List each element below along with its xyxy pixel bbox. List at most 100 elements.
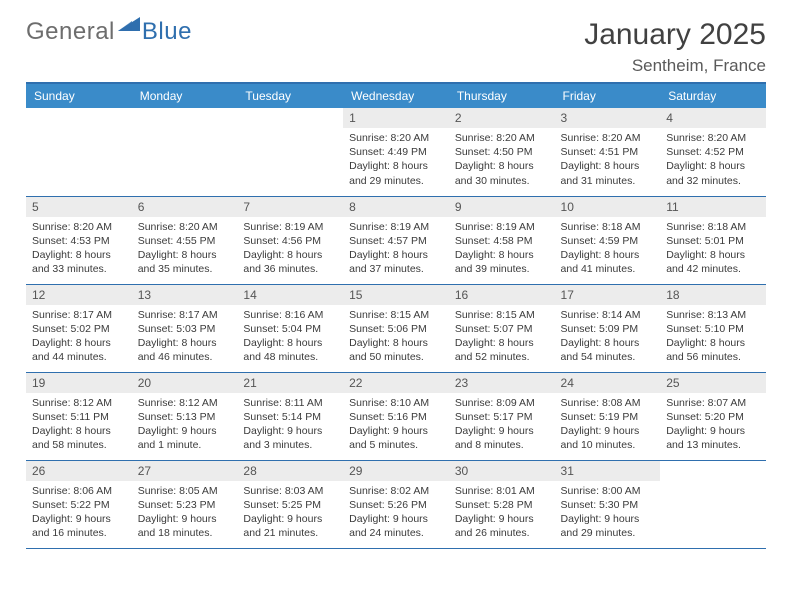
calendar-cell: 26Sunrise: 8:06 AMSunset: 5:22 PMDayligh… xyxy=(26,460,132,548)
day-header: Tuesday xyxy=(237,84,343,108)
day-info: Sunrise: 8:20 AMSunset: 4:52 PMDaylight:… xyxy=(660,128,766,192)
calendar-week: 19Sunrise: 8:12 AMSunset: 5:11 PMDayligh… xyxy=(26,372,766,460)
day-number: 4 xyxy=(660,108,766,128)
calendar-cell: 12Sunrise: 8:17 AMSunset: 5:02 PMDayligh… xyxy=(26,284,132,372)
day-number: 8 xyxy=(343,197,449,217)
day-info: Sunrise: 8:02 AMSunset: 5:26 PMDaylight:… xyxy=(343,481,449,545)
calendar-cell: 18Sunrise: 8:13 AMSunset: 5:10 PMDayligh… xyxy=(660,284,766,372)
calendar-week: 26Sunrise: 8:06 AMSunset: 5:22 PMDayligh… xyxy=(26,460,766,548)
calendar-cell: .. xyxy=(26,108,132,196)
day-info: Sunrise: 8:07 AMSunset: 5:20 PMDaylight:… xyxy=(660,393,766,457)
day-number: 27 xyxy=(132,461,238,481)
calendar-cell: 25Sunrise: 8:07 AMSunset: 5:20 PMDayligh… xyxy=(660,372,766,460)
day-number: 9 xyxy=(449,197,555,217)
day-number: 17 xyxy=(555,285,661,305)
page-title: January 2025 xyxy=(584,18,766,52)
day-info: Sunrise: 8:10 AMSunset: 5:16 PMDaylight:… xyxy=(343,393,449,457)
day-info: Sunrise: 8:12 AMSunset: 5:11 PMDaylight:… xyxy=(26,393,132,457)
calendar-week: 12Sunrise: 8:17 AMSunset: 5:02 PMDayligh… xyxy=(26,284,766,372)
calendar-cell: 1Sunrise: 8:20 AMSunset: 4:49 PMDaylight… xyxy=(343,108,449,196)
day-info: Sunrise: 8:17 AMSunset: 5:02 PMDaylight:… xyxy=(26,305,132,369)
day-info: Sunrise: 8:09 AMSunset: 5:17 PMDaylight:… xyxy=(449,393,555,457)
logo-text-2: Blue xyxy=(142,18,192,46)
calendar-cell: 6Sunrise: 8:20 AMSunset: 4:55 PMDaylight… xyxy=(132,196,238,284)
day-info: Sunrise: 8:20 AMSunset: 4:55 PMDaylight:… xyxy=(132,217,238,281)
day-info: Sunrise: 8:15 AMSunset: 5:06 PMDaylight:… xyxy=(343,305,449,369)
day-header-row: SundayMondayTuesdayWednesdayThursdayFrid… xyxy=(26,84,766,108)
day-header: Thursday xyxy=(449,84,555,108)
day-info: Sunrise: 8:14 AMSunset: 5:09 PMDaylight:… xyxy=(555,305,661,369)
calendar-cell: 3Sunrise: 8:20 AMSunset: 4:51 PMDaylight… xyxy=(555,108,661,196)
day-number: 14 xyxy=(237,285,343,305)
calendar-cell: 7Sunrise: 8:19 AMSunset: 4:56 PMDaylight… xyxy=(237,196,343,284)
calendar-cell: 21Sunrise: 8:11 AMSunset: 5:14 PMDayligh… xyxy=(237,372,343,460)
calendar-cell: .. xyxy=(660,460,766,548)
day-header: Monday xyxy=(132,84,238,108)
calendar-table: SundayMondayTuesdayWednesdayThursdayFrid… xyxy=(26,84,766,549)
day-number: 28 xyxy=(237,461,343,481)
day-info: Sunrise: 8:13 AMSunset: 5:10 PMDaylight:… xyxy=(660,305,766,369)
calendar-cell: 5Sunrise: 8:20 AMSunset: 4:53 PMDaylight… xyxy=(26,196,132,284)
day-info: Sunrise: 8:06 AMSunset: 5:22 PMDaylight:… xyxy=(26,481,132,545)
calendar-cell: 31Sunrise: 8:00 AMSunset: 5:30 PMDayligh… xyxy=(555,460,661,548)
day-info: Sunrise: 8:11 AMSunset: 5:14 PMDaylight:… xyxy=(237,393,343,457)
day-number: 20 xyxy=(132,373,238,393)
day-info: Sunrise: 8:20 AMSunset: 4:53 PMDaylight:… xyxy=(26,217,132,281)
day-header: Friday xyxy=(555,84,661,108)
calendar-cell: 24Sunrise: 8:08 AMSunset: 5:19 PMDayligh… xyxy=(555,372,661,460)
calendar-cell: 9Sunrise: 8:19 AMSunset: 4:58 PMDaylight… xyxy=(449,196,555,284)
calendar-cell: 28Sunrise: 8:03 AMSunset: 5:25 PMDayligh… xyxy=(237,460,343,548)
day-info: Sunrise: 8:08 AMSunset: 5:19 PMDaylight:… xyxy=(555,393,661,457)
calendar-cell: 29Sunrise: 8:02 AMSunset: 5:26 PMDayligh… xyxy=(343,460,449,548)
calendar-cell: 22Sunrise: 8:10 AMSunset: 5:16 PMDayligh… xyxy=(343,372,449,460)
calendar-week: ......1Sunrise: 8:20 AMSunset: 4:49 PMDa… xyxy=(26,108,766,196)
day-number: 7 xyxy=(237,197,343,217)
calendar-cell: 11Sunrise: 8:18 AMSunset: 5:01 PMDayligh… xyxy=(660,196,766,284)
day-info: Sunrise: 8:00 AMSunset: 5:30 PMDaylight:… xyxy=(555,481,661,545)
day-info: Sunrise: 8:19 AMSunset: 4:58 PMDaylight:… xyxy=(449,217,555,281)
day-number: 18 xyxy=(660,285,766,305)
calendar-cell: 10Sunrise: 8:18 AMSunset: 4:59 PMDayligh… xyxy=(555,196,661,284)
day-number: 23 xyxy=(449,373,555,393)
calendar-cell: 19Sunrise: 8:12 AMSunset: 5:11 PMDayligh… xyxy=(26,372,132,460)
day-info: Sunrise: 8:20 AMSunset: 4:50 PMDaylight:… xyxy=(449,128,555,192)
calendar-cell: 4Sunrise: 8:20 AMSunset: 4:52 PMDaylight… xyxy=(660,108,766,196)
day-info: Sunrise: 8:15 AMSunset: 5:07 PMDaylight:… xyxy=(449,305,555,369)
day-number: 31 xyxy=(555,461,661,481)
day-header: Sunday xyxy=(26,84,132,108)
calendar-cell: 16Sunrise: 8:15 AMSunset: 5:07 PMDayligh… xyxy=(449,284,555,372)
calendar-cell: 27Sunrise: 8:05 AMSunset: 5:23 PMDayligh… xyxy=(132,460,238,548)
logo: General Blue xyxy=(26,18,192,46)
day-number: 26 xyxy=(26,461,132,481)
calendar-body: ......1Sunrise: 8:20 AMSunset: 4:49 PMDa… xyxy=(26,108,766,548)
day-number: 15 xyxy=(343,285,449,305)
calendar-cell: 15Sunrise: 8:15 AMSunset: 5:06 PMDayligh… xyxy=(343,284,449,372)
location: Sentheim, France xyxy=(584,56,766,76)
day-info: Sunrise: 8:20 AMSunset: 4:51 PMDaylight:… xyxy=(555,128,661,192)
day-info: Sunrise: 8:12 AMSunset: 5:13 PMDaylight:… xyxy=(132,393,238,457)
calendar-cell: 30Sunrise: 8:01 AMSunset: 5:28 PMDayligh… xyxy=(449,460,555,548)
day-number: 16 xyxy=(449,285,555,305)
day-number: 29 xyxy=(343,461,449,481)
logo-icon xyxy=(118,10,140,38)
calendar-cell: 13Sunrise: 8:17 AMSunset: 5:03 PMDayligh… xyxy=(132,284,238,372)
day-info: Sunrise: 8:17 AMSunset: 5:03 PMDaylight:… xyxy=(132,305,238,369)
calendar-cell: 17Sunrise: 8:14 AMSunset: 5:09 PMDayligh… xyxy=(555,284,661,372)
day-info: Sunrise: 8:18 AMSunset: 4:59 PMDaylight:… xyxy=(555,217,661,281)
day-info: Sunrise: 8:16 AMSunset: 5:04 PMDaylight:… xyxy=(237,305,343,369)
day-info: Sunrise: 8:01 AMSunset: 5:28 PMDaylight:… xyxy=(449,481,555,545)
day-info: Sunrise: 8:18 AMSunset: 5:01 PMDaylight:… xyxy=(660,217,766,281)
day-number: 12 xyxy=(26,285,132,305)
day-header: Wednesday xyxy=(343,84,449,108)
calendar-cell: .. xyxy=(237,108,343,196)
day-number: 30 xyxy=(449,461,555,481)
day-number: 25 xyxy=(660,373,766,393)
day-number: 5 xyxy=(26,197,132,217)
calendar-cell: 2Sunrise: 8:20 AMSunset: 4:50 PMDaylight… xyxy=(449,108,555,196)
day-number: 2 xyxy=(449,108,555,128)
day-number: 6 xyxy=(132,197,238,217)
calendar-cell: 23Sunrise: 8:09 AMSunset: 5:17 PMDayligh… xyxy=(449,372,555,460)
calendar-cell: 20Sunrise: 8:12 AMSunset: 5:13 PMDayligh… xyxy=(132,372,238,460)
day-number: 19 xyxy=(26,373,132,393)
day-info: Sunrise: 8:20 AMSunset: 4:49 PMDaylight:… xyxy=(343,128,449,192)
